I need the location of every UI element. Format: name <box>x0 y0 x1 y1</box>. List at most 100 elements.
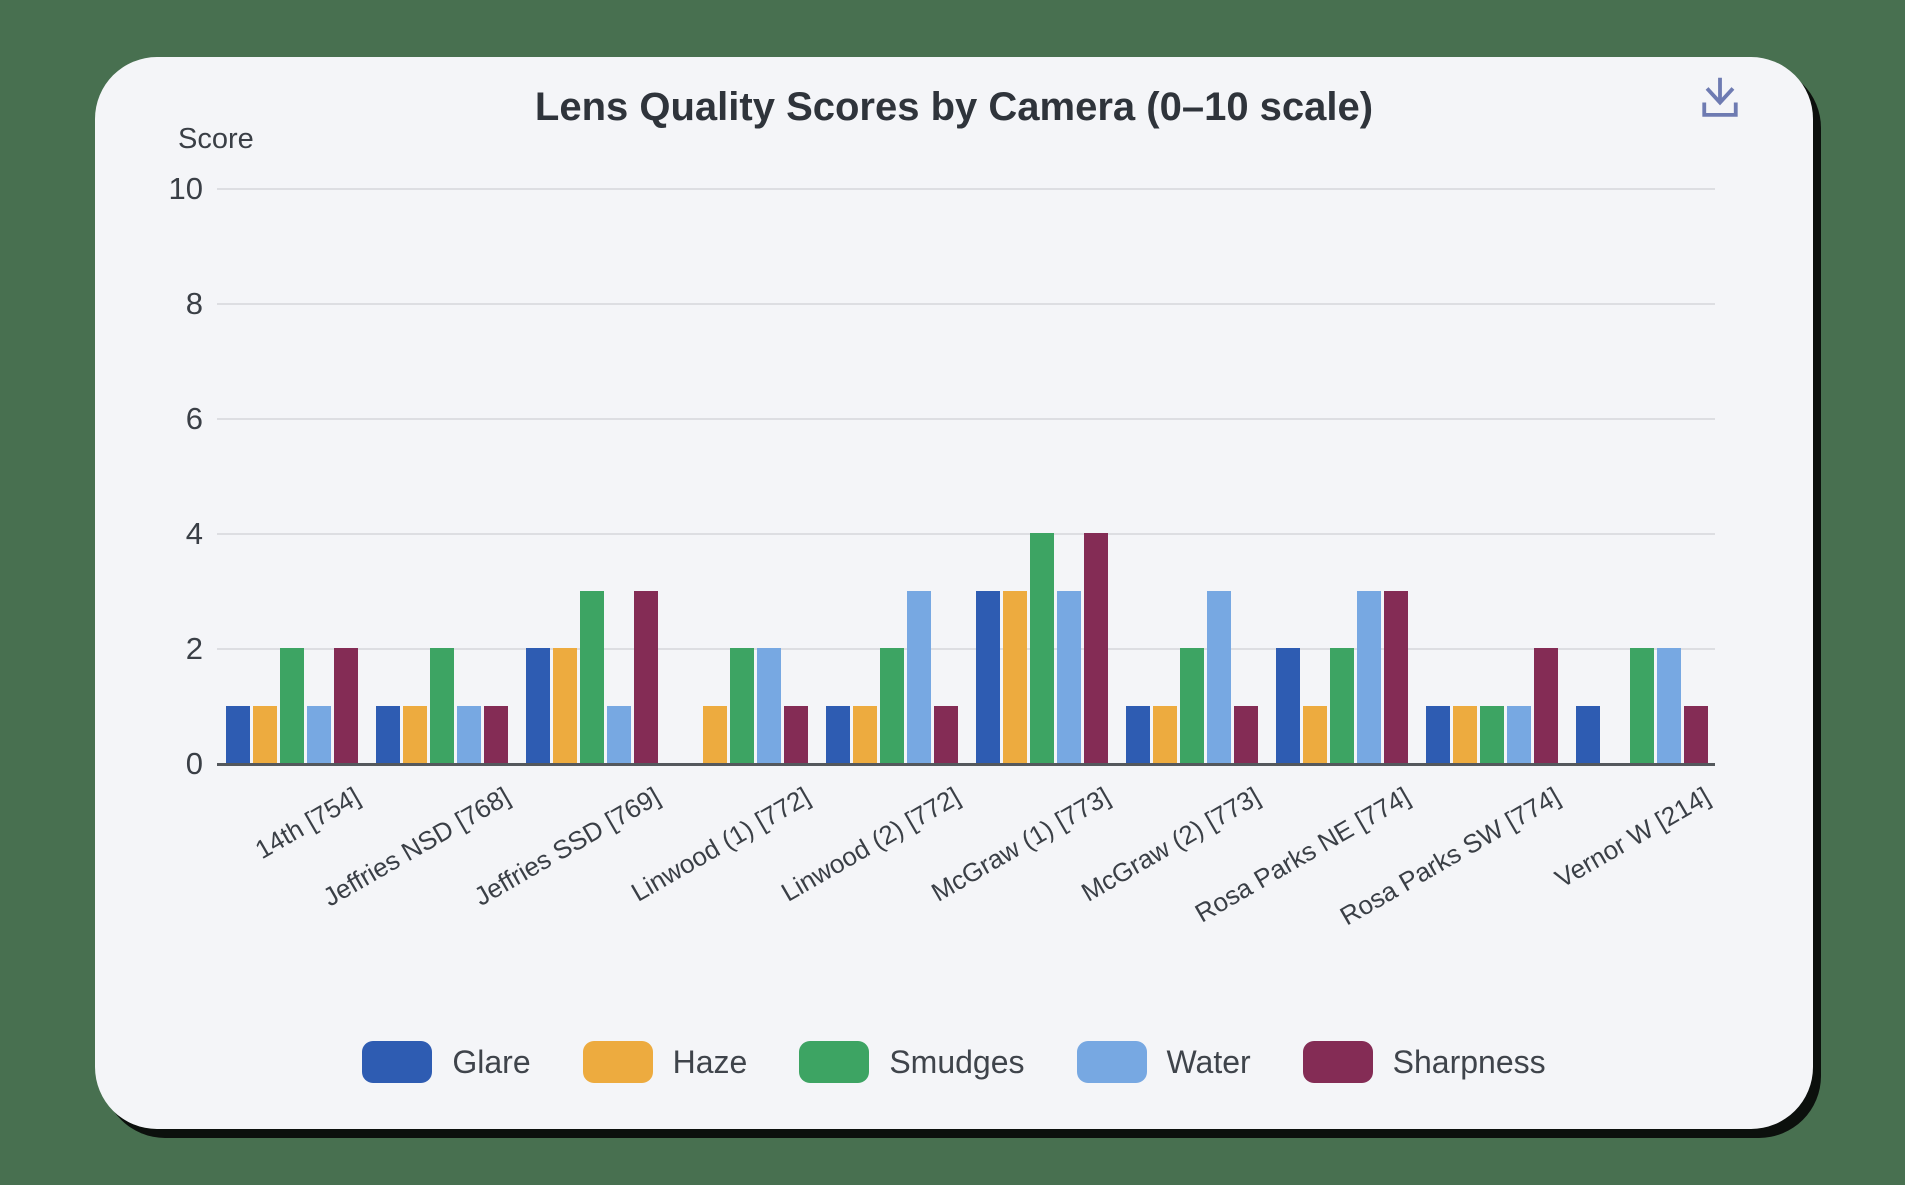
bar-water[interactable] <box>1657 648 1681 763</box>
bar-glare[interactable] <box>976 590 1000 763</box>
legend-label: Sharpness <box>1392 1043 1546 1080</box>
bar-sharpness[interactable] <box>334 648 358 763</box>
y-axis-tick-label: 4 <box>185 516 203 551</box>
legend-item-glare[interactable]: Glare <box>362 1041 531 1083</box>
x-axis-category-label: McGraw (1) [773] <box>926 781 1115 908</box>
bar-water[interactable] <box>757 648 781 763</box>
gridline <box>217 303 1715 305</box>
bar-glare[interactable] <box>1426 705 1450 763</box>
bar-sharpness[interactable] <box>634 590 658 763</box>
legend-label: Haze <box>672 1043 748 1080</box>
bar-smudges[interactable] <box>580 590 604 763</box>
bar-glare[interactable] <box>1576 705 1600 763</box>
legend-label: Smudges <box>889 1043 1025 1080</box>
bar-smudges[interactable] <box>880 648 904 763</box>
legend-label: Glare <box>452 1043 531 1080</box>
bar-group-linwood-2-772 <box>817 163 967 763</box>
x-axis-category-label: 14th [754] <box>249 781 365 865</box>
legend-swatch-sharpness <box>1302 1041 1373 1083</box>
bar-sharpness[interactable] <box>1234 705 1258 763</box>
bar-group-rosa-parks-sw-774 <box>1417 163 1567 763</box>
chart-card: Lens Quality Scores by Camera (0–10 scal… <box>95 57 1813 1129</box>
bar-haze[interactable] <box>853 705 877 763</box>
bar-smudges[interactable] <box>1480 705 1504 763</box>
y-axis-tick-label: 0 <box>185 746 203 781</box>
bar-glare[interactable] <box>376 705 400 763</box>
bar-smudges[interactable] <box>1030 533 1054 763</box>
legend-swatch-haze <box>582 1041 653 1083</box>
download-button[interactable] <box>1693 69 1747 127</box>
bar-glare[interactable] <box>1126 705 1150 763</box>
x-axis-line <box>217 763 1715 766</box>
x-axis-category-label: Linwood (1) [772] <box>626 781 815 908</box>
bar-group-jeffries-nsd-768 <box>367 163 517 763</box>
bar-water[interactable] <box>1357 590 1381 763</box>
bar-haze[interactable] <box>1453 705 1477 763</box>
bar-group-rosa-parks-ne-774 <box>1267 163 1417 763</box>
bar-sharpness[interactable] <box>784 705 808 763</box>
bar-smudges[interactable] <box>1180 648 1204 763</box>
gridline <box>217 533 1715 535</box>
bar-glare[interactable] <box>226 705 250 763</box>
bar-haze[interactable] <box>403 705 427 763</box>
bar-haze[interactable] <box>1003 590 1027 763</box>
bar-group-vernor-w-214 <box>1567 163 1717 763</box>
y-axis-tick-label: 2 <box>185 631 203 666</box>
legend-label: Water <box>1166 1043 1251 1080</box>
bar-group-mcgraw-2-773 <box>1117 163 1267 763</box>
legend-swatch-glare <box>362 1041 433 1083</box>
bar-water[interactable] <box>1207 590 1231 763</box>
bar-sharpness[interactable] <box>934 705 958 763</box>
bar-haze[interactable] <box>1303 705 1327 763</box>
bar-haze[interactable] <box>703 705 727 763</box>
bar-haze[interactable] <box>553 648 577 763</box>
chart-legend: Glare Haze Smudges Water Sharpness <box>95 1041 1813 1083</box>
bar-smudges[interactable] <box>1630 648 1654 763</box>
bar-smudges[interactable] <box>730 648 754 763</box>
y-axis-title: Score <box>178 123 254 155</box>
legend-swatch-water <box>1076 1041 1147 1083</box>
x-axis-category-label: Linwood (2) [772] <box>776 781 965 908</box>
gridline <box>217 418 1715 420</box>
bar-glare[interactable] <box>1276 648 1300 763</box>
x-axis-category-label: Jeffries NSD [768] <box>317 781 515 913</box>
bar-sharpness[interactable] <box>484 705 508 763</box>
bar-sharpness[interactable] <box>1084 533 1108 763</box>
legend-item-smudges[interactable]: Smudges <box>799 1041 1025 1083</box>
legend-item-water[interactable]: Water <box>1076 1041 1251 1083</box>
y-axis-tick-label: 10 <box>168 171 203 206</box>
bar-smudges[interactable] <box>280 648 304 763</box>
bar-group-14th-754 <box>217 163 367 763</box>
x-axis-category-label: McGraw (2) [773] <box>1076 781 1265 908</box>
bar-glare[interactable] <box>526 648 550 763</box>
bar-glare[interactable] <box>826 705 850 763</box>
y-axis-tick-label: 8 <box>185 286 203 321</box>
bar-smudges[interactable] <box>1330 648 1354 763</box>
legend-item-sharpness[interactable]: Sharpness <box>1302 1041 1546 1083</box>
x-axis-category-label: Rosa Parks SW [774] <box>1334 781 1565 932</box>
bar-water[interactable] <box>307 705 331 763</box>
bar-water[interactable] <box>907 590 931 763</box>
download-icon <box>1702 77 1738 117</box>
bar-haze[interactable] <box>253 705 277 763</box>
x-axis-category-label: Vernor W [214] <box>1549 781 1715 894</box>
bar-water[interactable] <box>1057 590 1081 763</box>
x-axis-category-label: Jeffries SSD [769] <box>468 781 665 912</box>
bar-sharpness[interactable] <box>1384 590 1408 763</box>
bar-group-linwood-1-772 <box>667 163 817 763</box>
bar-sharpness[interactable] <box>1534 648 1558 763</box>
bar-group-jeffries-ssd-769 <box>517 163 667 763</box>
gridline <box>217 188 1715 190</box>
bar-sharpness[interactable] <box>1684 705 1708 763</box>
gridline <box>217 648 1715 650</box>
chart-title: Lens Quality Scores by Camera (0–10 scal… <box>534 85 1374 129</box>
legend-swatch-smudges <box>799 1041 870 1083</box>
bar-smudges[interactable] <box>430 648 454 763</box>
y-axis-tick-label: 6 <box>185 401 203 436</box>
legend-item-haze[interactable]: Haze <box>582 1041 748 1083</box>
bar-water[interactable] <box>1507 705 1531 763</box>
bar-water[interactable] <box>607 705 631 763</box>
bar-haze[interactable] <box>1153 705 1177 763</box>
bar-water[interactable] <box>457 705 481 763</box>
